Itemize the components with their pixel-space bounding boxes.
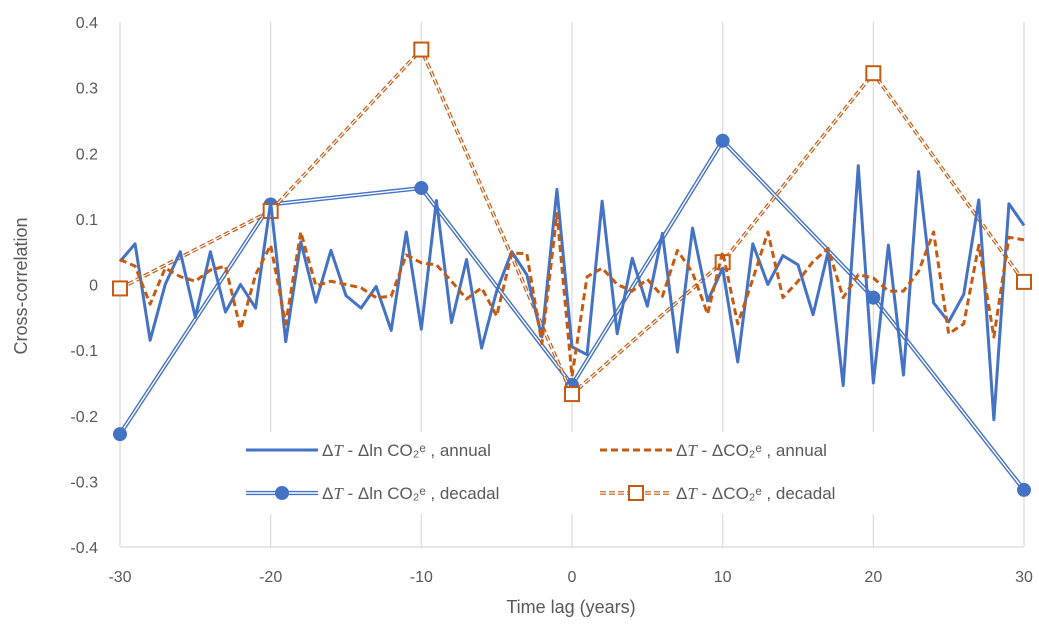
legend-label: ΔT - ΔCO₂ᵉ , annual — [676, 441, 827, 460]
legend-marker-square — [628, 485, 644, 501]
legend-entry: ΔT - ΔCO₂ᵉ , decadal — [600, 484, 835, 503]
series-line — [118, 164, 1026, 422]
legend-entry: ΔT - Δln CO₂ᵉ , decadal — [246, 484, 499, 503]
series-annual-ln-co2 — [118, 164, 1026, 422]
data-point-square — [865, 65, 882, 82]
x-tick-label: -30 — [108, 569, 131, 586]
x-axis-title: Time lag (years) — [506, 597, 635, 617]
series-line — [119, 212, 1025, 378]
data-point-square — [1016, 273, 1032, 290]
y-tick-label: -0.4 — [70, 540, 98, 557]
series-layer — [112, 41, 1032, 497]
x-axis-tick-labels: -30 -20 -10 0 10 20 30 — [108, 569, 1033, 586]
y-tick-label: -0.3 — [70, 474, 98, 491]
legend-label: ΔT - Δln CO₂ᵉ , annual — [322, 441, 491, 460]
data-point-square — [112, 280, 128, 297]
legend-label: ΔT - Δln CO₂ᵉ , decadal — [322, 484, 499, 503]
series-annual-co2 — [119, 212, 1025, 378]
gridlines — [119, 22, 1025, 548]
y-tick-label: -0.1 — [70, 343, 98, 360]
legend-label: ΔT - ΔCO₂ᵉ , decadal — [676, 484, 835, 503]
y-axis-title: Cross-correlation — [11, 217, 31, 354]
data-point-circle — [414, 181, 429, 196]
data-point-circle — [715, 133, 730, 148]
legend-entry: ΔT - Δln CO₂ᵉ , annual — [246, 441, 491, 460]
x-tick-label: 20 — [864, 569, 882, 586]
y-tick-label: 0 — [89, 278, 98, 295]
y-tick-label: 0.2 — [76, 146, 98, 163]
data-point-circle — [113, 427, 127, 442]
legend: ΔT - Δln CO₂ᵉ , annual ΔT - ΔCO₂ᵉ , annua… — [240, 432, 890, 514]
x-tick-label: -20 — [259, 569, 282, 586]
x-tick-label: 0 — [568, 569, 577, 586]
data-point-circle — [1017, 482, 1031, 497]
y-tick-label: 0.4 — [76, 15, 98, 32]
legend-entry: ΔT - ΔCO₂ᵉ , annual — [600, 441, 827, 460]
y-axis-tick-labels: 0.4 0.3 0.2 0.1 0 -0.1 -0.2 -0.3 -0.4 — [70, 15, 98, 557]
x-tick-label: 30 — [1015, 569, 1033, 586]
data-point-square — [413, 41, 430, 58]
x-tick-label: -10 — [410, 569, 433, 586]
x-tick-label: 10 — [714, 569, 732, 586]
y-tick-label: 0.1 — [76, 212, 98, 229]
data-point-circle — [866, 290, 881, 305]
y-tick-label: -0.2 — [70, 409, 98, 426]
legend-marker-circle — [275, 486, 289, 500]
legend-box — [240, 432, 890, 514]
data-point-square — [564, 386, 580, 403]
y-tick-label: 0.3 — [76, 81, 98, 98]
